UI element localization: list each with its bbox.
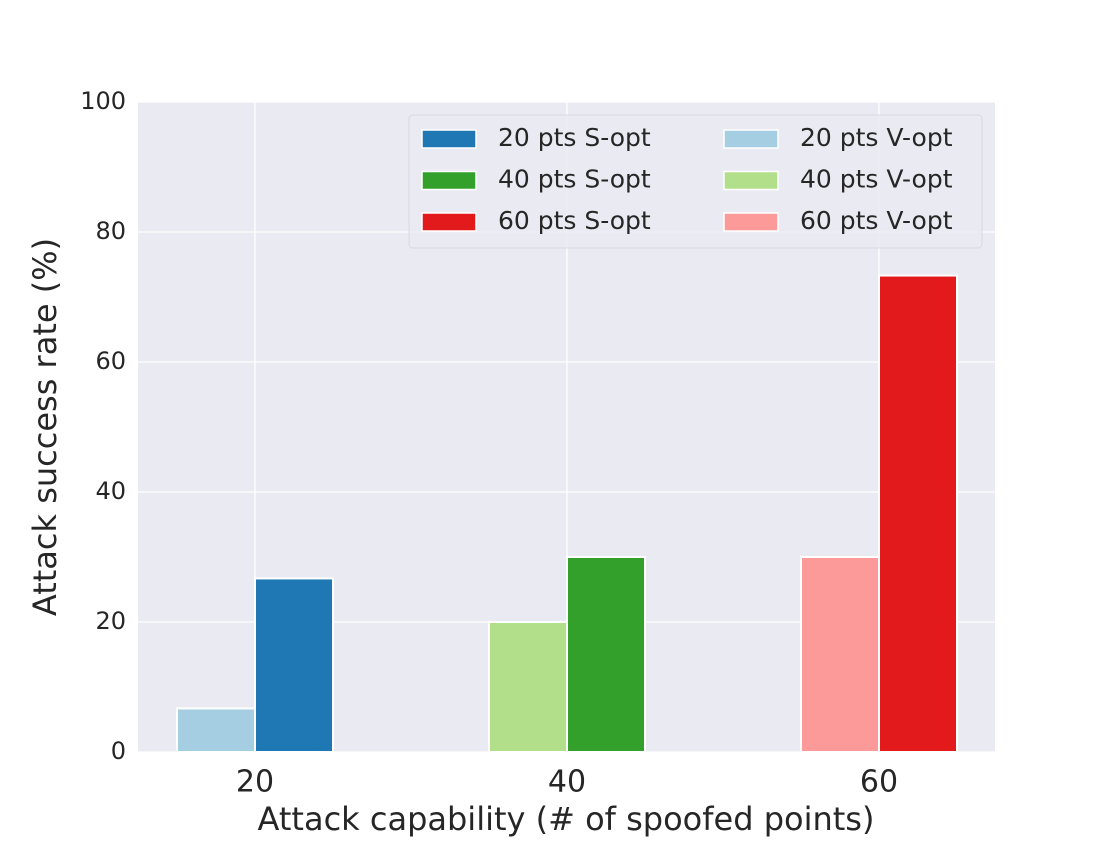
x-tick-label: 60 (860, 765, 898, 800)
y-tick-label: 20 (95, 607, 126, 635)
bar (254, 577, 334, 754)
bar (488, 621, 568, 753)
legend-frame (408, 114, 983, 249)
bar (800, 556, 880, 753)
legend-swatch (723, 129, 779, 149)
bar (566, 556, 646, 753)
legend-label: 20 pts S-opt (498, 123, 651, 152)
legend-swatch (421, 212, 477, 232)
x-axis-label: Attack capability (# of spoofed points) (258, 800, 875, 838)
legend-label: 40 pts V-opt (800, 165, 953, 194)
bar (176, 707, 256, 754)
legend: 20 pts S-opt 40 pts S-opt 60 pts S-opt 20 p… (408, 114, 983, 249)
legend-label: 60 pts V-opt (800, 206, 953, 235)
y-axis-label: Attack success rate (%) (26, 238, 64, 616)
legend-swatch (421, 170, 477, 191)
legend-swatch (421, 129, 477, 149)
y-tick-label: 0 (111, 737, 126, 765)
y-tick-label: 100 (80, 87, 126, 115)
x-tick-label: 40 (548, 765, 586, 800)
y-tick-label: 40 (95, 477, 126, 505)
y-tick-label: 60 (95, 347, 126, 375)
legend-label: 40 pts S-opt (498, 165, 651, 194)
legend-swatch (723, 170, 779, 191)
bar (878, 274, 958, 753)
y-tick-label: 80 (95, 217, 126, 245)
legend-label: 60 pts S-opt (498, 206, 651, 235)
x-tick-label: 20 (236, 765, 274, 800)
legend-swatch (723, 212, 779, 232)
legend-label: 20 pts V-opt (800, 123, 953, 152)
